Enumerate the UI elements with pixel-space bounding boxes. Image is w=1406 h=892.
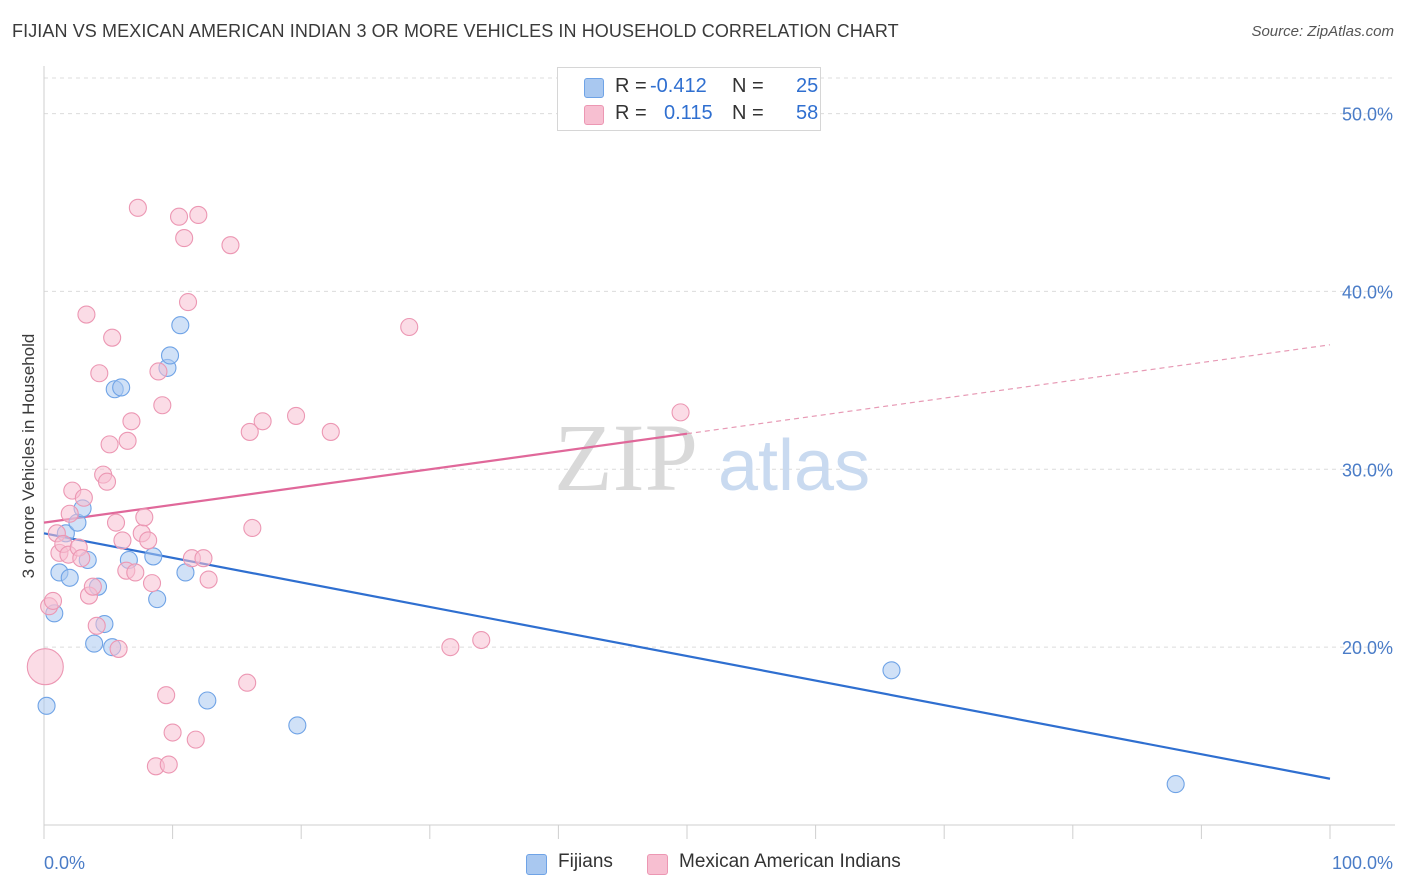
mexican-american-indians-point (163, 723, 182, 742)
fijians-point (288, 716, 307, 735)
mexican-american-indians-point (175, 229, 194, 248)
mexican-american-indians-point (287, 406, 306, 425)
n-value: 25 (796, 75, 819, 97)
tick-labels: 20.0% 30.0% 40.0% 50.0% 0.0% 100.0% (44, 105, 1393, 873)
fijians-point (112, 378, 131, 397)
mexican-american-indians-point (83, 577, 102, 596)
mexican-american-indians-point (74, 488, 93, 507)
x-tick-label: 0.0% (44, 853, 85, 873)
data-points (26, 198, 1185, 794)
mexican-american-indians-point (142, 574, 162, 593)
chart-title: FIJIAN VS MEXICAN AMERICAN INDIAN 3 OR M… (12, 21, 899, 41)
r-label: R = (615, 75, 647, 97)
gridlines (44, 77, 1395, 648)
stats-legend: R = -0.412 N = 25 R = 0.115 N = 58 (557, 67, 821, 131)
mexican-american-indians-point (671, 403, 690, 422)
mexican-american-indians-legend-swatch (647, 854, 668, 875)
watermark-zip: ZIP (554, 404, 698, 511)
y-tick-label: 50.0% (1342, 105, 1393, 125)
mexican-american-indians-point (149, 362, 168, 381)
mexican-american-indians-point (90, 364, 109, 383)
fijians-swatch (584, 78, 604, 98)
y-tick-label: 20.0% (1342, 638, 1393, 658)
legend-label-mexican-american-indians: Mexican American Indians (679, 851, 901, 872)
mexican-american-indians-point (221, 236, 240, 255)
mexican-american-indians-point (243, 518, 262, 538)
mexican-american-indians-point (238, 673, 257, 692)
n-value: 58 (796, 102, 819, 124)
source-label: Source: ZipAtlas.com (1251, 23, 1394, 40)
mexican-american-indians-point (43, 591, 63, 610)
mexican-american-indians-point (113, 531, 132, 550)
legend-label-fijians: Fijians (558, 851, 613, 872)
n-label: N = (732, 75, 764, 97)
fijians-point (160, 346, 180, 365)
mexican-american-indians-point (400, 317, 419, 337)
trend-lines (43, 344, 1331, 780)
mexican-american-indians-point (103, 328, 122, 347)
fijians-point (148, 590, 167, 609)
fijians-point (37, 696, 56, 715)
mexican-american-indians-swatch (584, 105, 604, 125)
trend-line-extension (686, 344, 1331, 435)
mexican-american-indians-point (441, 638, 460, 657)
mexican-american-indians-point (139, 531, 158, 550)
mexican-american-indians-point (77, 305, 96, 324)
mexican-american-indians-point (321, 422, 340, 441)
mexican-american-indians-point (97, 472, 117, 491)
fijians-point (60, 568, 79, 587)
watermark-atlas: atlas (718, 426, 870, 506)
mexican-american-indians-point (135, 508, 154, 527)
mexican-american-indians-point (60, 504, 79, 523)
fijians-point (198, 691, 217, 710)
mexican-american-indians-point (126, 563, 145, 582)
r-value: 0.115 (664, 102, 713, 124)
fijians-point (171, 316, 190, 335)
mexican-american-indians-point (128, 198, 147, 217)
mexican-american-indians-point (194, 549, 213, 568)
mexican-american-indians-point (169, 207, 189, 226)
mexican-american-indians-point (109, 639, 128, 658)
y-tick-label: 40.0% (1342, 282, 1393, 302)
mexican-american-indians-point (240, 422, 259, 441)
watermark: ZIP atlas (554, 404, 870, 511)
mexican-american-indians-point (159, 755, 178, 774)
mexican-american-indians-point (178, 293, 198, 312)
trend-line (43, 532, 1331, 780)
mexican-american-indians-point (186, 730, 205, 749)
mexican-american-indians-point (72, 549, 91, 568)
mexican-american-indians-point (87, 616, 106, 635)
fijians-point (882, 661, 901, 680)
y-axis-label: 3 or more Vehicles in Household (19, 334, 38, 579)
mexican-american-indians-point (106, 513, 126, 532)
trend-line (43, 432, 688, 524)
r-value: -0.412 (650, 75, 707, 97)
fijians-point (144, 547, 163, 566)
fijians-legend-swatch (526, 854, 547, 875)
x-tick-label: 100.0% (1332, 853, 1393, 873)
mexican-american-indians-point (100, 435, 119, 454)
n-label: N = (732, 102, 764, 124)
mexican-american-indians-point (189, 205, 208, 224)
mexican-american-indians-point (153, 396, 172, 415)
mexican-american-indians-point (157, 686, 176, 705)
y-tick-label: 30.0% (1342, 460, 1393, 480)
mexican-american-indians-point (253, 412, 272, 431)
mexican-american-indians-point (472, 630, 491, 650)
mexican-american-indians-point (118, 431, 137, 450)
mexican-american-indians-point (26, 648, 64, 686)
fijians-point (85, 634, 104, 653)
fijians-point (1166, 775, 1185, 794)
mexican-american-indians-point (199, 570, 218, 589)
mexican-american-indians-point (122, 412, 141, 431)
r-label: R = (615, 102, 647, 124)
